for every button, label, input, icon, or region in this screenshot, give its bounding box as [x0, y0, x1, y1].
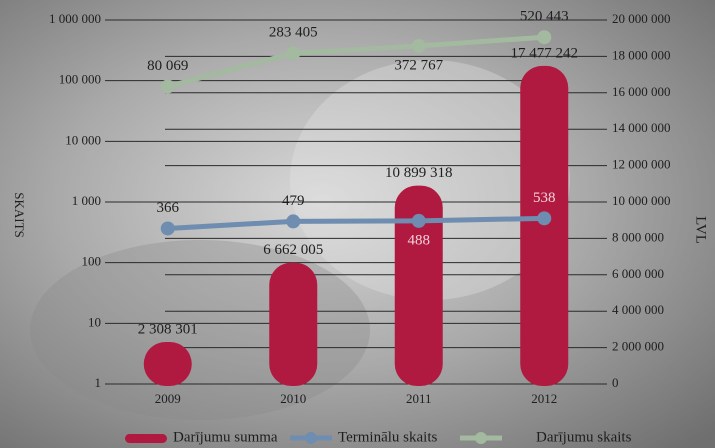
legend-swatch: [475, 432, 487, 444]
legend-label: Darījumu summa: [173, 429, 278, 445]
bar-value-label: 10 899 318: [385, 165, 453, 181]
line: [167, 215, 545, 231]
point: [411, 38, 426, 53]
x-tick-label: 2009: [155, 391, 181, 406]
point: [160, 221, 175, 236]
y2-tick-label: 4 000 000: [612, 302, 664, 317]
y2-tick-label: 8 000 000: [612, 229, 664, 244]
y2-tick-label: 14 000 000: [612, 120, 671, 135]
y-tick-label: 100: [82, 254, 102, 269]
y-tick-label: 1 000: [72, 193, 101, 208]
bar: [143, 341, 192, 386]
line: [167, 34, 545, 89]
point: [286, 214, 301, 229]
legend-swatch: [305, 432, 317, 444]
y2-tick-label: 2 000 000: [612, 339, 664, 354]
legend-label: Darījumu skaits: [536, 429, 632, 445]
y2-tick-label: 0: [612, 375, 619, 390]
y-tick-label: 1 000 000: [49, 11, 101, 26]
point-value-label: 538: [533, 190, 556, 206]
x-tick-label: 2011: [406, 391, 432, 406]
bar: [520, 65, 569, 387]
bar-value-label: 2 308 301: [138, 321, 198, 337]
point: [160, 79, 175, 94]
y2-tick-label: 18 000 000: [612, 47, 671, 62]
y-tick-label: 10: [88, 314, 101, 329]
y2-axis-label: LVL: [693, 216, 709, 244]
y-tick-label: 10 000: [65, 132, 101, 147]
legend-label: Terminālu skaits: [338, 429, 438, 445]
point-value-label: 520 443: [520, 9, 569, 25]
y-tick-label: 1: [95, 375, 102, 390]
point-value-label: 372 767: [394, 57, 443, 73]
ornament: [290, 60, 570, 300]
y2-tick-label: 20 000 000: [612, 11, 671, 26]
y-tick-label: 100 000: [59, 72, 101, 87]
point: [411, 213, 426, 228]
legend-swatch: [125, 434, 167, 443]
point-value-label: 479: [282, 193, 305, 209]
y2-tick-label: 12 000 000: [612, 157, 671, 172]
y2-tick-label: 16 000 000: [612, 84, 671, 99]
bar-value-label: 6 662 005: [263, 242, 323, 258]
point: [286, 46, 301, 61]
point-value-label: 488: [408, 232, 431, 248]
x-tick-label: 2010: [280, 391, 306, 406]
x-tick-label: 2012: [531, 391, 557, 406]
point-value-label: 283 405: [269, 25, 318, 41]
point: [537, 30, 552, 45]
y-axis-label: SKAITS: [12, 192, 27, 238]
bar: [269, 262, 318, 386]
y2-tick-label: 6 000 000: [612, 266, 664, 281]
point-value-label: 366: [157, 200, 180, 216]
y2-tick-label: 10 000 000: [612, 193, 671, 208]
bar-value-label: 17 477 242: [511, 45, 579, 61]
point-value-label: 80 069: [147, 58, 188, 74]
point: [537, 211, 552, 226]
bar: [394, 185, 443, 386]
